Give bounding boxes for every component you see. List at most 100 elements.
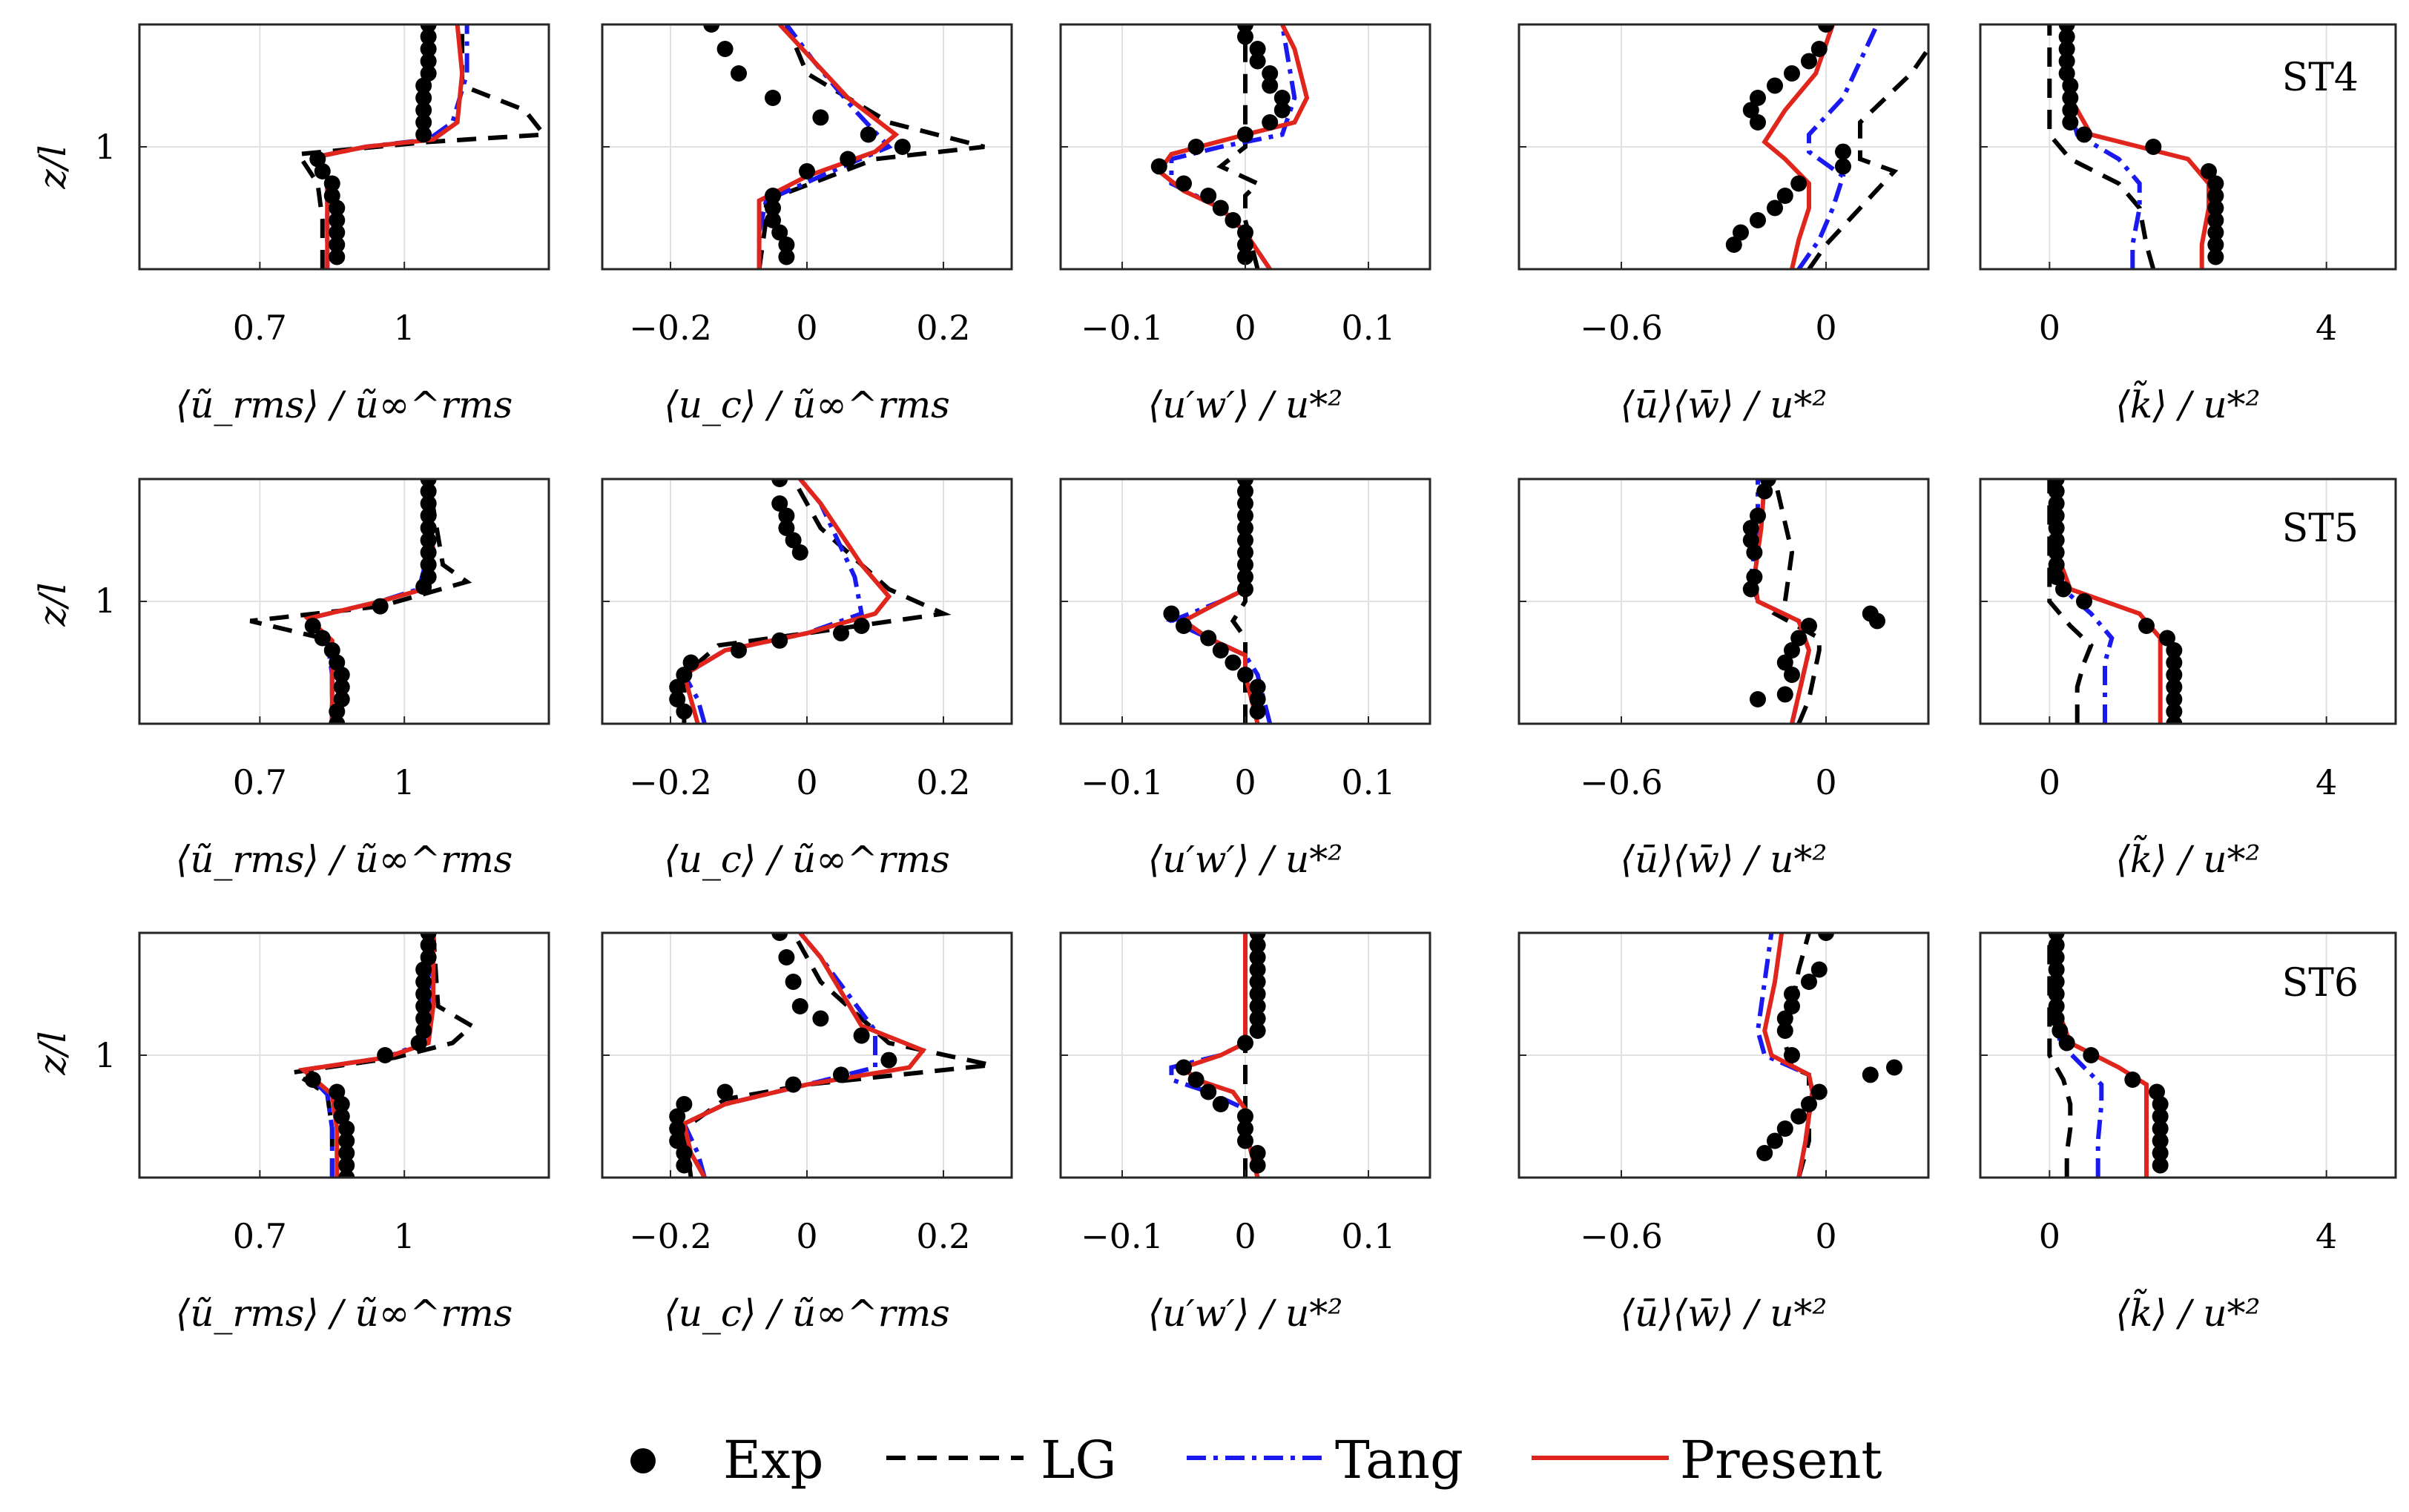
exp-data-point xyxy=(333,691,350,707)
exp-data-point xyxy=(314,630,331,647)
exp-data-point xyxy=(415,961,432,978)
exp-data-point xyxy=(2166,703,2183,720)
x-axis-label: ⟨u′w′⟩ / u*² xyxy=(1148,1292,1343,1335)
legend: Exp LG Tang Present xyxy=(630,1430,1882,1490)
exp-data-point xyxy=(1249,986,1266,1003)
legend-lg-label: LG xyxy=(1041,1430,1116,1490)
exp-data-point xyxy=(338,1157,355,1174)
x-tick-label: 1 xyxy=(394,1216,415,1256)
station-label: ST4 xyxy=(2282,56,2359,100)
exp-data-point xyxy=(682,654,699,671)
exp-data-point xyxy=(833,1066,849,1083)
exp-data-point xyxy=(1237,667,1253,683)
exp-data-point xyxy=(1237,495,1253,512)
exp-data-point xyxy=(420,949,437,965)
exp-data-point xyxy=(2152,1120,2169,1137)
exp-data-point xyxy=(338,1120,355,1137)
x-tick-label: −0.2 xyxy=(629,762,712,802)
exp-data-point xyxy=(1750,507,1766,524)
series-lg-line xyxy=(1807,47,1928,269)
series-group xyxy=(1169,933,1266,1178)
exp-data-point xyxy=(1776,1010,1793,1027)
exp-data-point xyxy=(1818,933,1834,941)
series-lg-line xyxy=(2047,24,2156,269)
exp-data-point xyxy=(420,520,437,536)
series-group xyxy=(1742,479,1885,724)
exp-data-point xyxy=(2048,556,2065,573)
panel-uw-mean-st6: −0.6 0 ⟨ū⟩⟨w̄⟩ / u*² xyxy=(1517,931,1930,1335)
exp-data-point xyxy=(765,199,781,217)
x-tick-label: 0 xyxy=(1234,762,1256,802)
exp-data-point xyxy=(420,483,437,500)
x-tick-label: 1 xyxy=(394,762,415,802)
panel-uw-st5: −0.1 0 0.1 ⟨u′w′⟩ / u*² xyxy=(1059,478,1431,881)
exp-data-point xyxy=(1746,569,1763,585)
x-tick-label: 0.1 xyxy=(1341,308,1395,348)
exp-data-point xyxy=(833,624,849,641)
exp-data-point xyxy=(304,618,321,634)
exp-data-point xyxy=(1249,1010,1266,1027)
y-axis-label: z/l xyxy=(31,145,74,189)
exp-data-point xyxy=(1237,532,1253,549)
exp-data-point xyxy=(1237,507,1253,524)
exp-data-point xyxy=(1750,90,1766,106)
x-axis-label: ⟨u′w′⟩ / u*² xyxy=(1148,838,1343,881)
exp-data-point xyxy=(785,974,802,990)
exp-data-point xyxy=(420,28,437,45)
exp-data-point xyxy=(1835,158,1851,175)
exp-data-point xyxy=(1784,1047,1800,1063)
exp-data-point xyxy=(2062,90,2079,106)
exp-data-point xyxy=(1273,90,1291,106)
exp-data-point xyxy=(1237,581,1253,598)
x-tick-label: −0.2 xyxy=(629,1216,712,1256)
legend-tang-label: Tang xyxy=(1335,1430,1463,1490)
exp-data-point xyxy=(1767,199,1783,217)
exp-data-point xyxy=(2207,199,2224,217)
exp-data-point xyxy=(329,248,346,265)
exp-data-point xyxy=(2124,1072,2141,1088)
exp-data-point xyxy=(1249,703,1266,720)
exp-data-point xyxy=(329,237,346,253)
panel-urms-st5: 0.7 1 ⟨ũ_rms⟩ / ũ∞^rms xyxy=(138,478,550,881)
x-tick-label: 0 xyxy=(2039,308,2060,348)
exp-data-point xyxy=(1163,605,1180,622)
x-tick-label: 0.7 xyxy=(233,1216,287,1256)
exp-data-point xyxy=(2048,937,2065,954)
series-present-line xyxy=(1762,933,1815,1178)
exp-data-point xyxy=(2076,593,2092,610)
exp-data-point xyxy=(314,163,331,179)
x-tick-label: 0 xyxy=(1234,308,1256,348)
exp-data-point xyxy=(1750,691,1766,707)
exp-data-point xyxy=(1262,114,1279,131)
panel-uc-st6: −0.2 0 0.2 ⟨u_c⟩ / ũ∞^rms xyxy=(601,931,1013,1335)
exp-data-point xyxy=(2207,224,2224,241)
exp-data-point xyxy=(894,139,911,155)
exp-data-point xyxy=(2166,691,2183,707)
series-group xyxy=(294,24,549,269)
x-tick-label: 0 xyxy=(1815,308,1836,348)
panel-urms-st6: 0.7 1 ⟨ũ_rms⟩ / ũ∞^rms xyxy=(138,931,550,1335)
exp-data-point xyxy=(2055,581,2072,598)
exp-data-point xyxy=(2207,188,2224,204)
series-group xyxy=(1725,24,1928,269)
x-tick-label: 0 xyxy=(796,1216,817,1256)
x-tick-label: 0 xyxy=(2039,1216,2060,1256)
series-group xyxy=(249,479,472,724)
exp-data-point xyxy=(1237,24,1253,33)
exp-data-point xyxy=(1801,53,1817,70)
x-tick-label: 0 xyxy=(1815,1216,1836,1256)
exp-data-point xyxy=(2152,1157,2169,1174)
exp-data-point xyxy=(2166,654,2183,671)
station-label: ST6 xyxy=(2282,961,2359,1006)
exp-data-point xyxy=(1790,1108,1807,1125)
y-tick-label: 1 xyxy=(94,127,116,167)
exp-data-point xyxy=(1756,1145,1773,1161)
exp-data-point xyxy=(323,188,340,204)
series-present-line xyxy=(1752,479,1812,724)
exp-data-point xyxy=(1790,175,1807,192)
exp-data-point xyxy=(2048,949,2065,965)
exp-data-point xyxy=(410,1034,427,1052)
x-tick-label: −0.6 xyxy=(1580,762,1663,802)
exp-data-point xyxy=(2048,569,2065,585)
exp-data-point xyxy=(1237,479,1253,487)
